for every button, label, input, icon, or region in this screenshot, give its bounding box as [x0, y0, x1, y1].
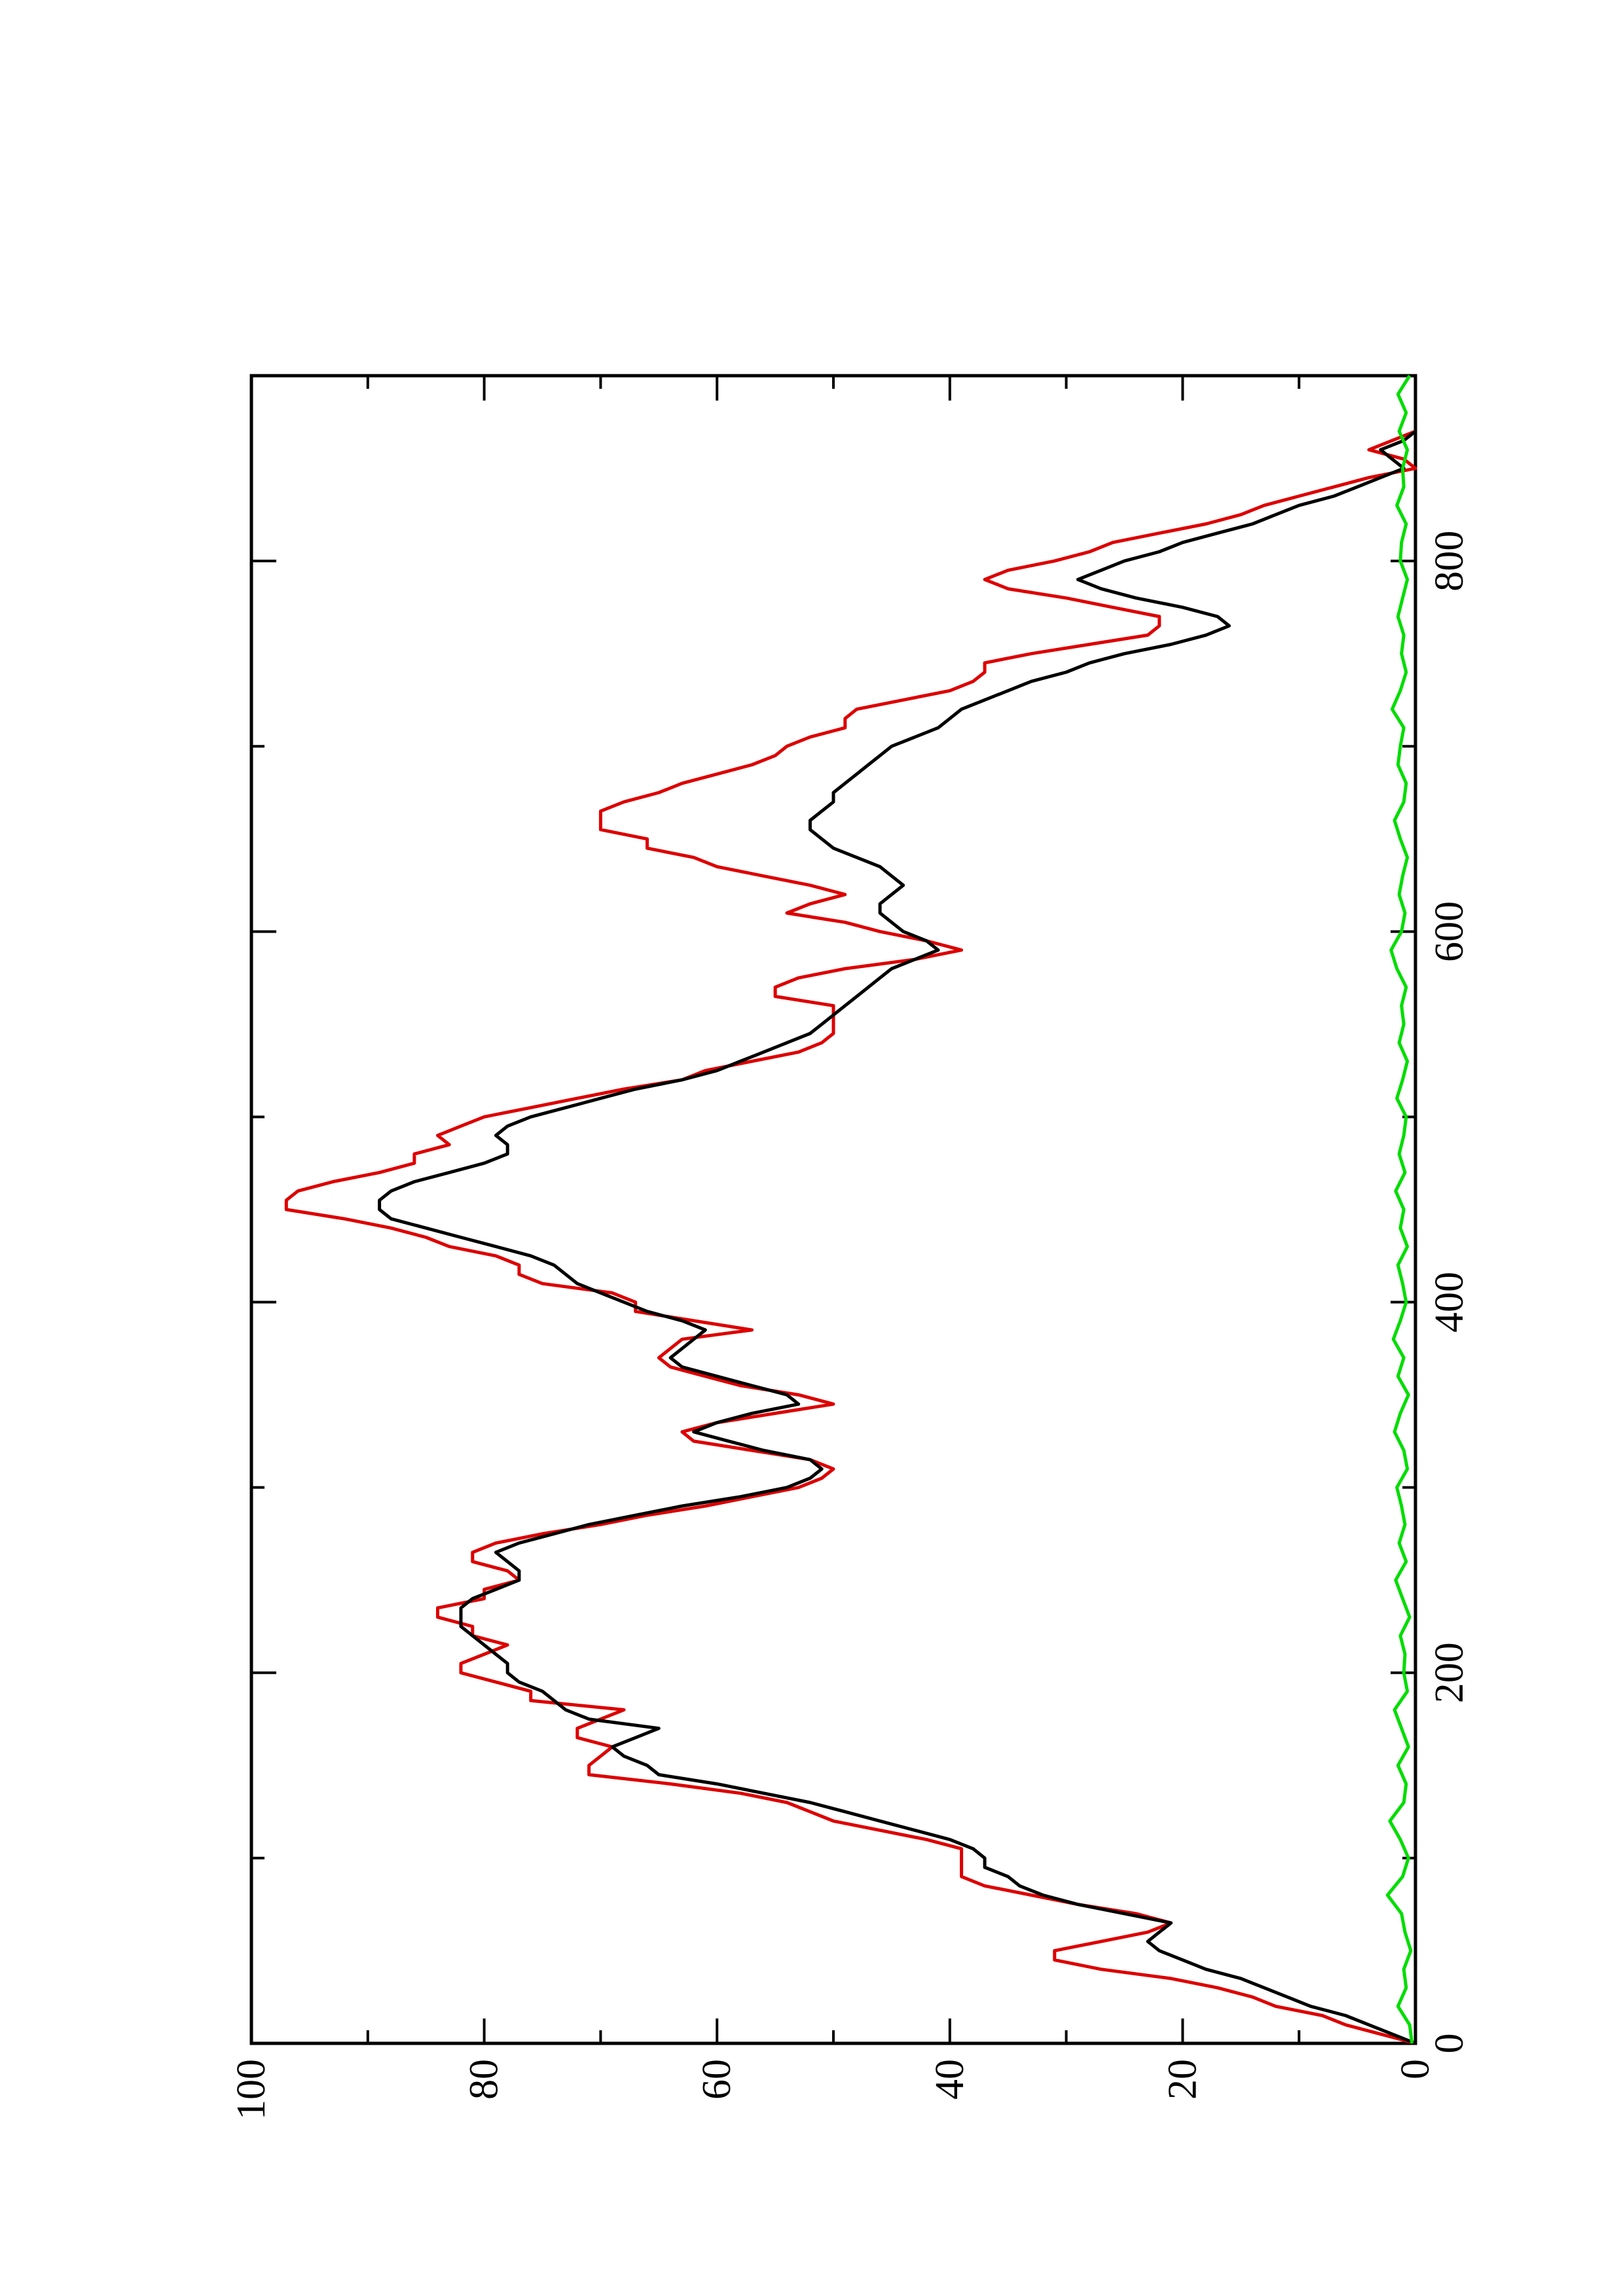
y-tick-label: 40 — [928, 2059, 972, 2100]
series-lines — [284, 374, 1417, 2045]
x-tick-label: 400 — [1427, 1272, 1472, 1333]
x-tick-label: 0 — [1427, 2034, 1472, 2054]
y-tick-label: 100 — [229, 2059, 274, 2120]
series-line-2 — [378, 429, 1417, 2045]
series-line-3 — [1385, 374, 1414, 2044]
plot-frame — [249, 374, 1417, 2045]
y-tick-label: 20 — [1160, 2059, 1205, 2100]
x-tick-label: 200 — [1427, 1642, 1472, 1703]
y-tick-label: 0 — [1393, 2059, 1438, 2079]
x-tick-label: 800 — [1427, 531, 1472, 592]
series-line-1 — [284, 429, 1417, 2045]
tick-labels: 0 200 400 600 800 0 20 40 60 80 100 — [229, 531, 1472, 2120]
y-tick-label: 60 — [695, 2059, 739, 2100]
x-tick-label: 600 — [1427, 901, 1472, 962]
y-tick-label: 80 — [462, 2059, 507, 2100]
tick-marks — [250, 376, 1417, 2045]
